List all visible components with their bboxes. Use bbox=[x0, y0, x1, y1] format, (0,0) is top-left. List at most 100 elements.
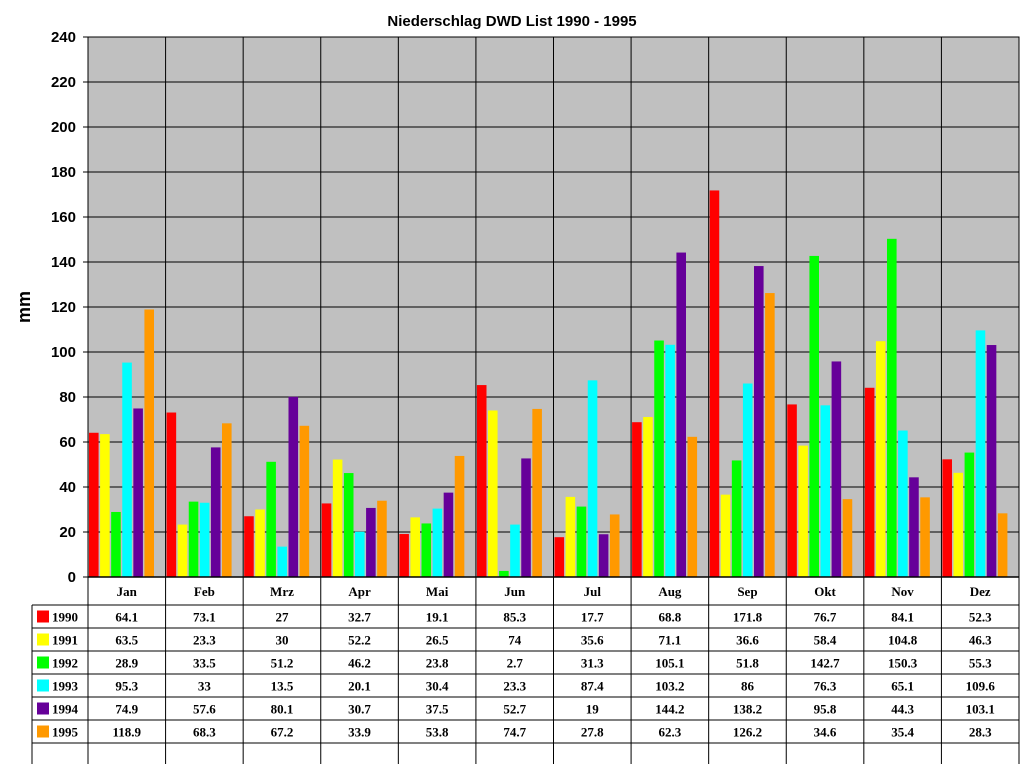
y-tick-label: 60 bbox=[59, 434, 76, 451]
table-cell-value: 86 bbox=[741, 679, 755, 694]
bar bbox=[399, 534, 409, 577]
bar bbox=[377, 500, 387, 577]
legend-label: 1993 bbox=[52, 679, 79, 694]
bar bbox=[942, 459, 952, 577]
table-cell-value: 73.1 bbox=[193, 610, 216, 625]
legend-label: 1991 bbox=[52, 633, 78, 648]
x-tick-label: Sep bbox=[737, 584, 757, 599]
table-cell-value: 55.3 bbox=[969, 656, 992, 671]
bar bbox=[532, 408, 542, 577]
bar bbox=[111, 511, 121, 577]
x-tick-label: Okt bbox=[814, 584, 836, 599]
bar bbox=[632, 422, 642, 577]
table-cell-value: 63.5 bbox=[115, 633, 138, 648]
bar bbox=[432, 508, 443, 577]
table-cell-value: 118.9 bbox=[113, 725, 142, 740]
bar bbox=[875, 341, 886, 577]
x-tick-label: Apr bbox=[348, 584, 371, 599]
table-cell-value: 65.1 bbox=[891, 679, 914, 694]
table-cell-value: 150.3 bbox=[888, 656, 918, 671]
bar bbox=[199, 502, 210, 577]
bar bbox=[676, 252, 686, 578]
y-tick-label: 140 bbox=[51, 254, 76, 271]
table-cell-value: 36.6 bbox=[736, 633, 759, 648]
table-cell-value: 23.3 bbox=[503, 679, 526, 694]
bar bbox=[443, 492, 454, 577]
x-tick-label: Nov bbox=[891, 584, 914, 599]
y-tick-label: 0 bbox=[68, 569, 76, 586]
legend-label: 1992 bbox=[52, 656, 78, 671]
x-tick-label: Feb bbox=[194, 584, 215, 599]
legend-swatch bbox=[37, 725, 49, 738]
bar bbox=[554, 537, 565, 577]
bar bbox=[587, 380, 598, 577]
table-cell-value: 109.6 bbox=[966, 679, 996, 694]
y-tick-label: 20 bbox=[59, 524, 76, 541]
bar bbox=[898, 430, 908, 577]
bar bbox=[864, 387, 875, 577]
x-tick-label: Dez bbox=[970, 584, 991, 599]
y-tick-label: 120 bbox=[51, 299, 76, 316]
bar bbox=[920, 497, 930, 577]
plot-area: 0 20 40 60 80 100 120 140 160 180 200 220 240 bbox=[51, 29, 1020, 586]
legend-swatch bbox=[37, 702, 49, 715]
bar bbox=[166, 412, 177, 577]
legend-swatch bbox=[37, 633, 49, 646]
table-cell-value: 30.7 bbox=[348, 702, 371, 717]
chart-title: Niederschlag DWD List 1990 - 1995 bbox=[387, 13, 636, 30]
bar bbox=[953, 472, 964, 577]
bar bbox=[321, 503, 332, 577]
table-cell-value: 71.1 bbox=[659, 633, 682, 648]
bar bbox=[798, 445, 808, 577]
table-cell-value: 52.3 bbox=[969, 610, 992, 625]
table-cell-value: 144.2 bbox=[655, 702, 684, 717]
table-cell-value: 33.9 bbox=[348, 725, 371, 740]
legend-swatch bbox=[37, 679, 49, 692]
table-cell-value: 13.5 bbox=[271, 679, 294, 694]
table-cell-value: 53.8 bbox=[426, 725, 449, 740]
y-tick-label: 240 bbox=[51, 29, 76, 46]
table-cell-value: 95.3 bbox=[115, 679, 138, 694]
table-cell-value: 103.2 bbox=[655, 679, 684, 694]
bar bbox=[820, 405, 831, 577]
table-cell-value: 44.3 bbox=[891, 702, 914, 717]
table-cell-value: 2.7 bbox=[507, 656, 524, 671]
table-cell-value: 80.1 bbox=[271, 702, 294, 717]
bar bbox=[122, 362, 132, 577]
data-table: Jan Feb Mrz Apr Mai Jun Jul Aug Sep Okt Nov Dez 1990… bbox=[31, 577, 1020, 764]
bar bbox=[288, 396, 299, 577]
table-cell-value: 95.8 bbox=[814, 702, 837, 717]
legend-swatch bbox=[37, 610, 49, 623]
table-cell-value: 26.5 bbox=[426, 633, 449, 648]
bar bbox=[89, 432, 99, 577]
bar bbox=[343, 473, 354, 577]
bar bbox=[244, 516, 254, 577]
bar bbox=[964, 452, 975, 577]
bar bbox=[177, 524, 188, 577]
bar bbox=[665, 344, 675, 577]
table-cell-value: 33.5 bbox=[193, 656, 216, 671]
x-tick-label: Mrz bbox=[270, 584, 294, 599]
bar bbox=[332, 459, 343, 577]
table-cell-value: 52.7 bbox=[503, 702, 526, 717]
table-cell-value: 104.8 bbox=[888, 633, 918, 648]
table-cell-value: 33 bbox=[198, 679, 212, 694]
bar bbox=[299, 425, 310, 577]
table-cell-value: 52.2 bbox=[348, 633, 371, 648]
bar bbox=[643, 417, 653, 577]
bar bbox=[210, 447, 221, 577]
bar bbox=[521, 458, 531, 577]
table-cell-value: 105.1 bbox=[655, 656, 684, 671]
bar bbox=[754, 266, 764, 577]
legend-label: 1990 bbox=[52, 610, 78, 625]
table-cell-value: 103.1 bbox=[966, 702, 995, 717]
bar bbox=[742, 383, 753, 577]
bar bbox=[366, 507, 376, 577]
table-cell-value: 32.7 bbox=[348, 610, 371, 625]
bar bbox=[133, 408, 143, 577]
bar bbox=[809, 255, 819, 578]
table-cell-value: 51.2 bbox=[271, 656, 294, 671]
table-cell-value: 74.9 bbox=[115, 702, 138, 717]
